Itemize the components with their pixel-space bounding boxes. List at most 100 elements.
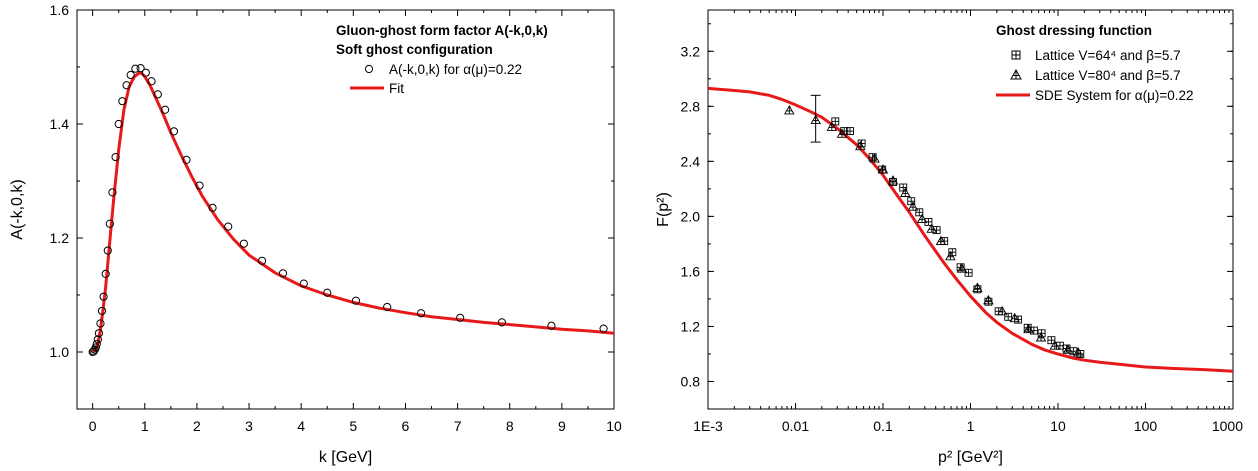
right-lattice80-point <box>810 114 821 125</box>
right-lattice80-point <box>983 294 994 305</box>
left-data-point <box>239 239 248 248</box>
left-data-point <box>182 155 191 165</box>
left-x-tick-label: 4 <box>297 418 305 434</box>
left-x-tick-label: 5 <box>349 418 357 434</box>
right-lattice80-point <box>826 121 838 131</box>
right-x-tick-label: 100 <box>1134 418 1158 434</box>
left-data-point <box>108 188 117 197</box>
left-data-point <box>89 347 98 356</box>
right-lattice80-point <box>907 201 919 211</box>
left-y-axis-label: A(-k,0,k) <box>9 179 26 239</box>
left-y-tick-label: 1.6 <box>50 2 70 18</box>
right-legend-entry-lattice-64: Lattice V=64⁴ and β=5.7 <box>1035 48 1181 63</box>
right-lattice80-point <box>926 223 937 233</box>
right-lattice80-point <box>996 305 1008 316</box>
right-lattice64-point <box>964 268 973 277</box>
left-x-tick-label: 9 <box>558 418 566 434</box>
left-data-point <box>416 309 426 318</box>
right-lattice64-point <box>915 208 924 217</box>
left-data-point <box>153 90 162 99</box>
right-x-tick-label: 0.1 <box>873 418 893 434</box>
right-y-tick-label: 0.8 <box>681 373 701 389</box>
left-data-point <box>99 292 108 301</box>
right-lattice80-point <box>869 153 880 163</box>
right-lattice80-point <box>900 187 911 197</box>
left-data-point <box>351 296 361 305</box>
right-lattice64-point <box>899 183 908 192</box>
right-lattice80-point <box>956 263 968 273</box>
right-lattice80-point <box>836 128 848 138</box>
right-lattice80-point <box>1049 340 1061 350</box>
left-x-tick-label: 1 <box>141 418 149 434</box>
left-data-point <box>299 279 308 288</box>
right-lattice80-point <box>1035 332 1047 342</box>
left-axis-ticks: 0 1 2 3 4 5 6 7 8 9 10 1.0 1.2 1.4 1.6 <box>50 2 622 434</box>
left-data-point <box>105 219 114 228</box>
right-y-tick-label: 3.2 <box>681 43 701 59</box>
left-data-point <box>169 127 179 136</box>
right-lattice80-point <box>1009 312 1020 323</box>
left-data-point <box>147 77 156 86</box>
right-y-tick-label: 2.0 <box>681 208 701 224</box>
right-lattice80-point <box>1062 344 1074 354</box>
left-y-tick-label: 1.0 <box>50 344 70 360</box>
left-chart-panel: 0 1 2 3 4 5 6 7 8 9 10 1.0 1.2 1.4 1.6 k [GeV] A(-k,0,… <box>9 2 622 466</box>
left-y-tick-label: 1.4 <box>50 116 70 132</box>
right-lattice80-point <box>1023 323 1034 334</box>
left-data-point <box>101 269 110 279</box>
left-data-point <box>208 203 217 212</box>
right-lattice64-point <box>831 117 840 126</box>
right-lattice80-point <box>1072 347 1084 357</box>
right-data-marks <box>707 86 1234 373</box>
right-y-tick-label: 1.6 <box>681 263 701 279</box>
left-data-point <box>161 105 170 114</box>
right-y-tick-label: 1.2 <box>681 318 701 334</box>
right-lattice80-point <box>935 235 947 246</box>
right-legend-triangle-marker <box>1010 68 1022 80</box>
left-plot-frame <box>76 9 615 410</box>
left-legend-entry-fit: Fit <box>389 81 404 96</box>
left-y-tick-label: 1.2 <box>50 230 70 246</box>
left-legend-circle-marker <box>364 64 374 74</box>
left-data-point <box>278 269 288 278</box>
right-x-tick-label: 0.01 <box>782 418 809 434</box>
left-data-point <box>126 70 135 80</box>
left-data-point <box>92 339 101 349</box>
right-x-tick-label: 1000 <box>1212 418 1243 434</box>
right-lattice80-point <box>877 164 889 174</box>
left-x-tick-label: 3 <box>245 418 253 434</box>
left-x-tick-label: 0 <box>89 418 97 434</box>
right-legend: Ghost dressing function Lattice V=64⁴ an… <box>996 23 1194 103</box>
right-sde-line <box>707 86 1234 373</box>
left-data-point <box>111 152 120 162</box>
right-lattice64-point <box>1004 312 1013 321</box>
left-data-point <box>93 335 102 344</box>
left-data-point <box>96 319 105 328</box>
left-data-point <box>456 313 465 322</box>
left-data-point <box>547 321 556 330</box>
right-chart-panel: 1E-3 0.01 0.1 1 10 100 1000 0.8 1.2 1.6 2.0 2.4 2.8 3… <box>655 9 1243 466</box>
right-y-tick-label: 2.4 <box>681 153 701 169</box>
left-data-point <box>383 302 392 312</box>
right-lattice80-point <box>784 104 795 115</box>
right-legend-square-marker <box>1011 50 1021 60</box>
left-x-tick-label: 2 <box>193 418 201 434</box>
right-lattice80-point <box>916 213 928 224</box>
right-x-tick-label: 10 <box>1050 418 1066 434</box>
right-lattice64-point <box>846 127 854 136</box>
right-legend-title: Ghost dressing function <box>996 23 1152 38</box>
left-data-point <box>257 256 267 265</box>
left-data-point <box>497 318 507 327</box>
left-x-axis-label: k [GeV] <box>319 449 372 466</box>
left-legend: Gluon-ghost form factor A(-k,0,k) Soft g… <box>336 23 548 96</box>
left-data-marks <box>88 64 615 357</box>
right-lattice80-point <box>972 282 983 292</box>
right-legend-entry-sde: SDE System for α(μ)=0.22 <box>1035 88 1194 103</box>
left-data-point <box>195 181 204 190</box>
left-data-point <box>323 288 332 297</box>
right-lattice80-point <box>945 250 956 261</box>
right-lattice80-point <box>887 175 899 185</box>
left-data-point <box>136 64 145 73</box>
left-data-point <box>118 97 127 106</box>
